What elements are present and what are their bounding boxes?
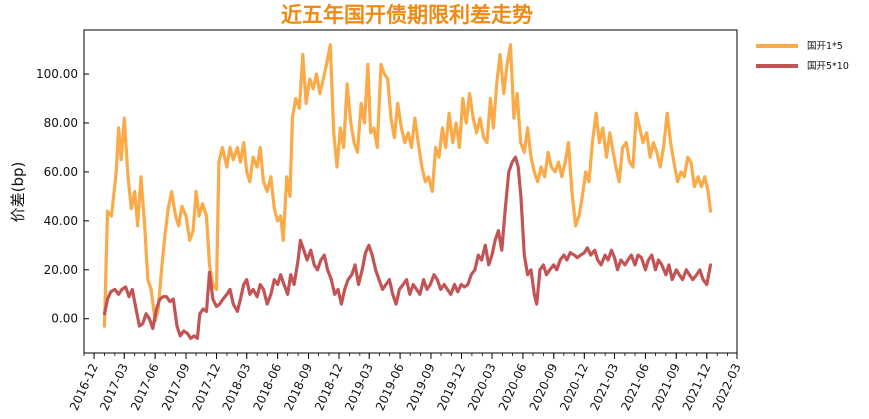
y-tick-label: 100.00: [36, 67, 78, 81]
series-lines: [102, 43, 713, 340]
x-axis: 2016-122017-032017-062017-092017-122018-…: [67, 353, 744, 413]
x-tick-label: 2018-09: [281, 361, 315, 412]
x-tick-label: 2020-09: [527, 361, 561, 412]
x-tick-label: 2021-03: [587, 361, 621, 412]
x-tick-label: 2022-03: [710, 361, 744, 412]
x-tick-label: 2019-03: [342, 361, 376, 412]
legend-label-series2: 国开5*10: [807, 61, 849, 72]
x-tick-label: 2020-03: [465, 361, 499, 412]
x-tick-label: 2018-03: [220, 361, 254, 412]
x-tick-label: 2020-12: [557, 361, 591, 412]
x-tick-label: 2018-06: [250, 361, 284, 412]
chart-title: 近五年国开债期限利差走势: [281, 2, 533, 27]
x-tick-label: 2017-12: [189, 361, 223, 412]
y-tick-label: 80.00: [44, 116, 78, 130]
x-tick-label: 2019-06: [373, 361, 407, 412]
legend: 国开1*5 国开5*10: [756, 41, 849, 72]
y-tick-label: 0.00: [51, 312, 78, 326]
y-tick-label: 60.00: [44, 165, 78, 179]
plot-frame: [83, 29, 738, 354]
series-line-2: [102, 155, 713, 340]
x-tick-label: 2021-12: [680, 361, 714, 412]
series-line-1: [102, 43, 713, 328]
x-tick-label: 2017-06: [128, 361, 162, 412]
x-tick-label: 2019-12: [434, 361, 468, 412]
x-tick-label: 2020-06: [496, 361, 530, 412]
x-tick-label: 2017-09: [159, 361, 193, 412]
y-axis-label: 价差(bp): [9, 162, 27, 223]
x-tick-label: 2016-12: [67, 361, 101, 412]
y-axis: 0.00 20.00 40.00 60.00 80.00 100.00: [36, 67, 89, 326]
y-tick-label: 40.00: [44, 214, 78, 228]
x-tick-label: 2018-12: [312, 361, 346, 412]
y-tick-label: 20.00: [44, 263, 78, 277]
x-tick-label: 2021-09: [649, 361, 683, 412]
x-tick-label: 2019-09: [404, 361, 438, 412]
x-tick-label: 2017-03: [97, 361, 131, 412]
x-tick-label: 2021-06: [618, 361, 652, 412]
legend-label-series1: 国开1*5: [807, 41, 843, 52]
